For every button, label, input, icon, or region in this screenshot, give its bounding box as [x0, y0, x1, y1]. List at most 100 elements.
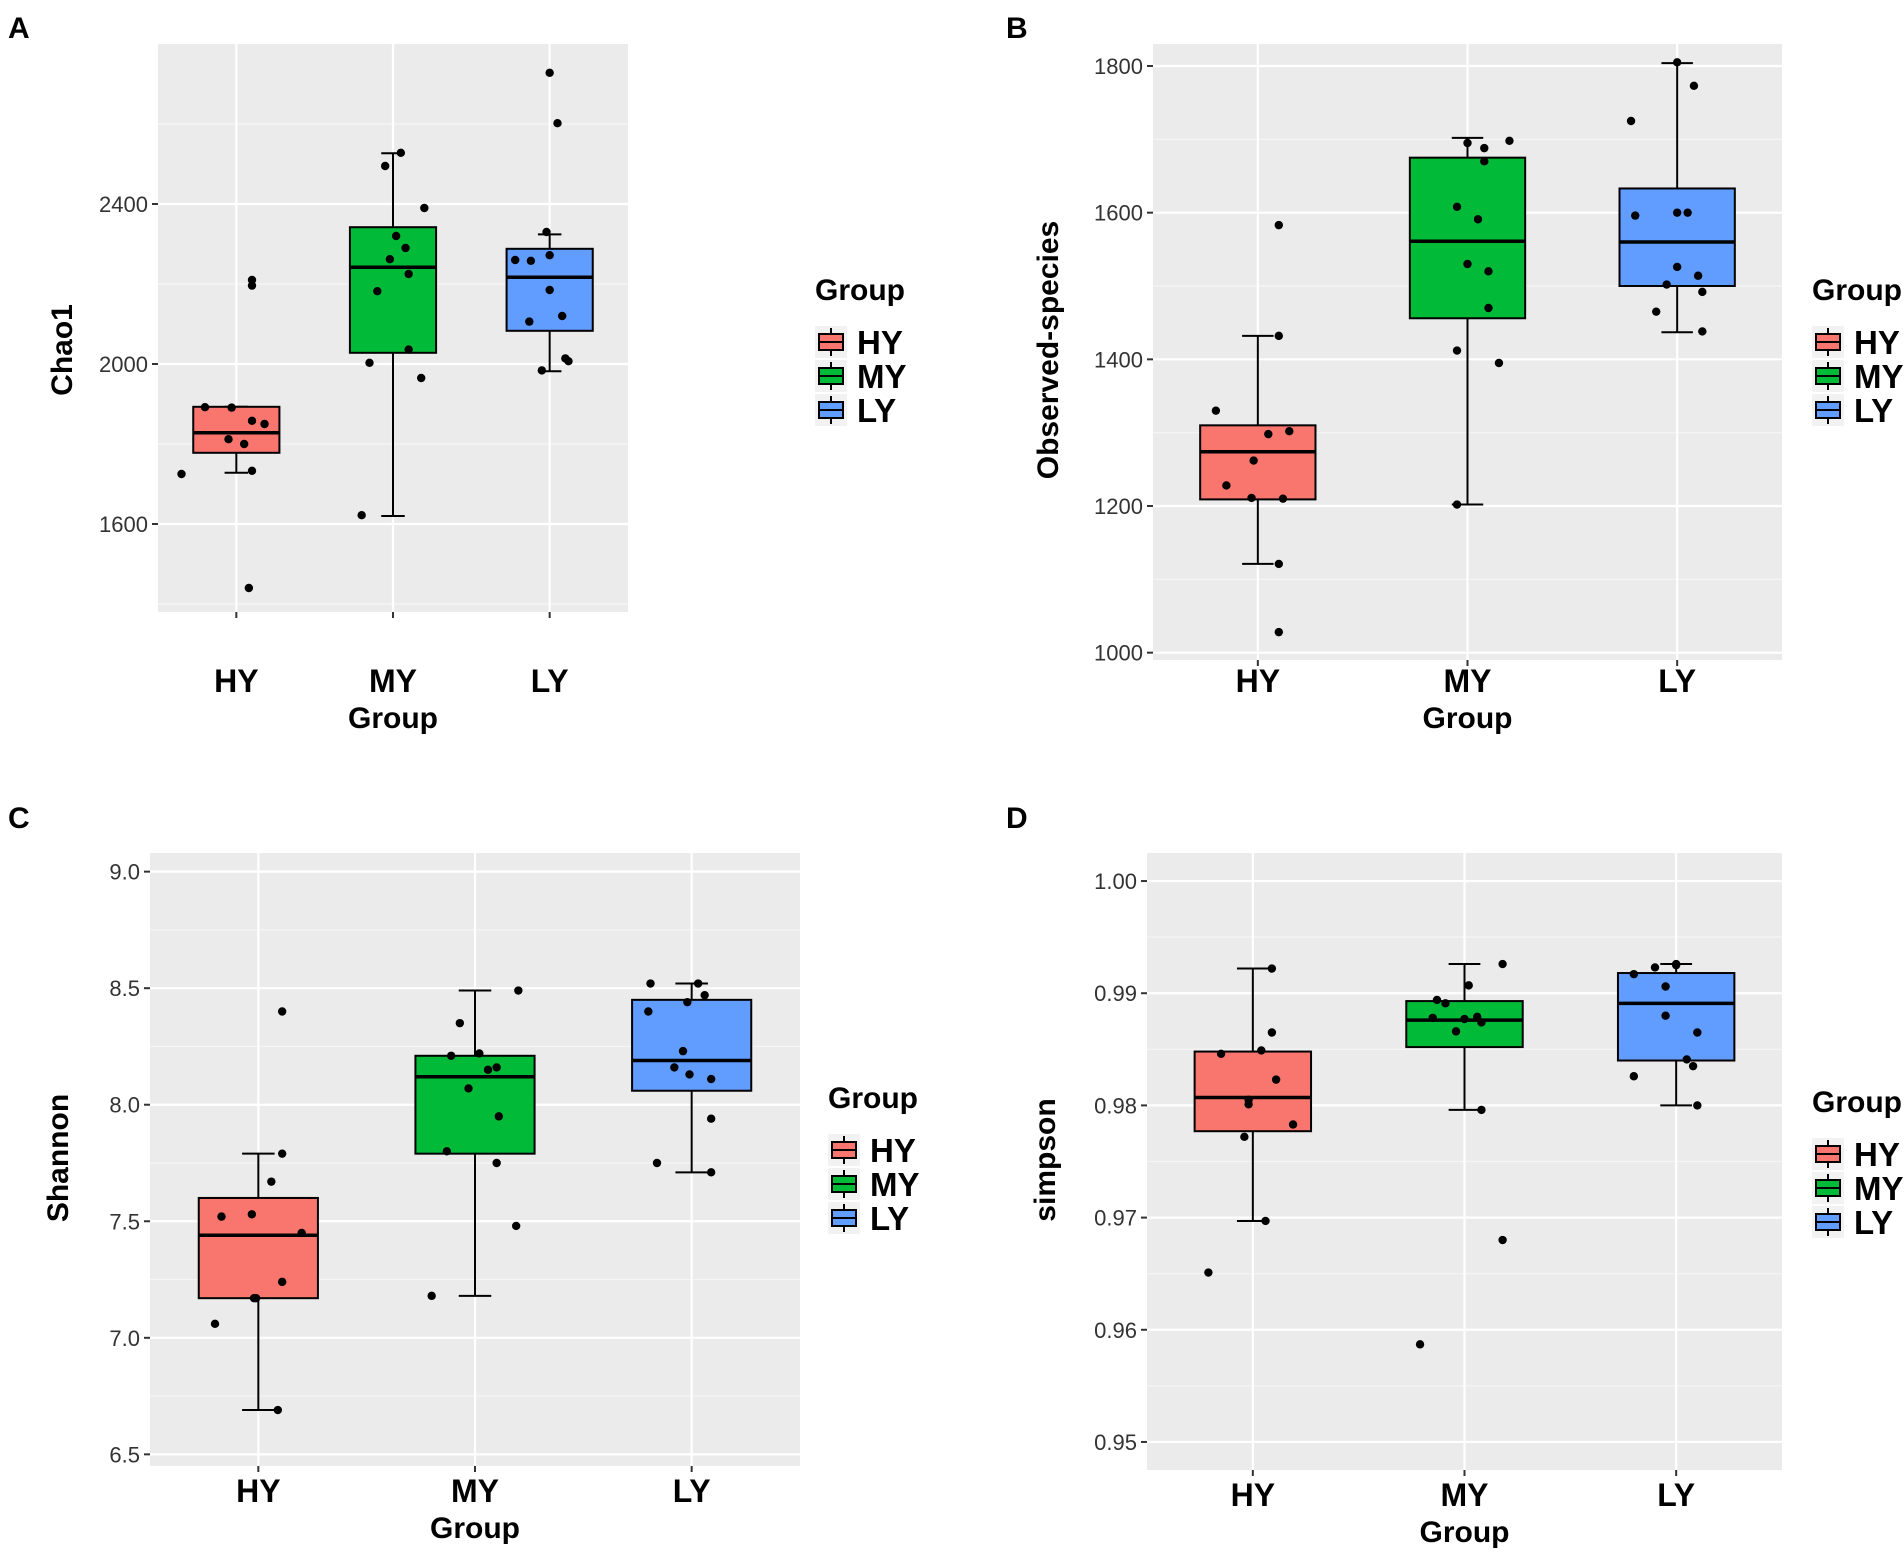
data-point [247, 1210, 257, 1219]
x-axis-title: Group [1420, 1516, 1510, 1549]
legend-title: Group [1812, 1086, 1902, 1119]
data-point [1257, 1046, 1266, 1055]
data-point [224, 435, 233, 444]
data-point [545, 285, 554, 295]
panel-letter: A [8, 12, 30, 45]
data-point [1672, 58, 1682, 67]
data-point [1484, 267, 1493, 276]
y-axis-title: Shannon [42, 1094, 75, 1222]
box-iqr [1193, 1050, 1313, 1133]
legend-item-my: MY [1812, 358, 1904, 395]
data-point [417, 373, 426, 383]
data-point [693, 979, 703, 988]
data-point [396, 148, 406, 157]
data-point [1682, 1055, 1691, 1064]
data-point [1683, 208, 1692, 217]
data-point [1240, 1132, 1249, 1142]
data-point [267, 1177, 276, 1186]
legend-label: HY [870, 1132, 916, 1169]
legend-label: MY [870, 1166, 920, 1203]
data-point [357, 511, 366, 520]
legend-label: LY [1854, 392, 1893, 429]
x-tick-label: MY [1444, 663, 1492, 699]
data-point [273, 1405, 283, 1415]
data-point [1261, 1216, 1270, 1226]
data-point [1222, 481, 1231, 490]
data-point [1452, 202, 1462, 211]
data-point [251, 1293, 261, 1303]
data-point [1652, 307, 1661, 316]
data-point [706, 1114, 716, 1123]
x-tick-label: MY [1441, 1477, 1489, 1513]
data-point [1484, 303, 1493, 313]
legend-item-hy: HY [1812, 1136, 1900, 1173]
data-point [244, 583, 254, 593]
data-point [1204, 1268, 1213, 1277]
data-point [277, 1277, 287, 1287]
data-point [511, 1221, 521, 1231]
data-point [1672, 262, 1682, 272]
data-point [455, 1018, 465, 1028]
box-ly [1616, 963, 1736, 1107]
x-axis-title: Group [1423, 702, 1513, 735]
data-point [553, 119, 562, 128]
legend-label: LY [1854, 1204, 1893, 1241]
y-tick-label: 1000 [1094, 641, 1143, 666]
y-tick-label: 6.5 [109, 1442, 140, 1467]
data-point [1288, 1120, 1298, 1129]
data-point [511, 255, 520, 265]
data-point [494, 1112, 504, 1121]
data-point [1629, 969, 1639, 979]
data-point [1662, 280, 1671, 289]
data-point [1671, 959, 1681, 969]
data-point [1460, 1014, 1469, 1024]
panel-letter: D [1006, 802, 1028, 835]
box-my [348, 152, 438, 517]
box-iqr [1408, 156, 1527, 320]
data-point [239, 439, 249, 449]
data-point [678, 1046, 688, 1056]
data-point [1672, 208, 1682, 217]
data-point [700, 990, 709, 1000]
data-point [1267, 964, 1277, 973]
data-point [652, 1158, 662, 1168]
box-iqr [1199, 424, 1317, 501]
legend-item-ly: LY [815, 392, 896, 429]
data-point [1216, 1049, 1226, 1059]
data-point [1451, 1027, 1461, 1036]
data-point [217, 1212, 226, 1221]
x-tick-label: LY [1657, 1477, 1695, 1513]
legend-item-my: MY [815, 358, 907, 395]
data-point [1480, 143, 1489, 153]
data-point [492, 1158, 501, 1168]
data-point [1249, 456, 1258, 465]
y-tick-label: 1200 [1094, 494, 1143, 519]
box-iqr [1616, 972, 1736, 1062]
data-point [1428, 1013, 1437, 1023]
x-axis-title: Group [348, 702, 438, 735]
y-tick-label: 0.98 [1094, 1093, 1137, 1118]
legend-item-hy: HY [815, 324, 903, 361]
data-point [277, 1007, 287, 1016]
data-point [380, 161, 390, 171]
data-point [365, 358, 374, 367]
box-iqr [197, 1196, 319, 1300]
data-point [525, 317, 534, 326]
data-point [373, 287, 382, 296]
data-point [1211, 406, 1221, 415]
data-point [1698, 287, 1707, 297]
legend-item-my: MY [828, 1166, 920, 1203]
data-point [442, 1147, 452, 1156]
data-point [1432, 995, 1442, 1005]
box-iqr [414, 1054, 536, 1155]
x-tick-label: HY [214, 663, 258, 699]
data-point [1473, 215, 1483, 224]
data-point [1505, 136, 1514, 145]
data-point [200, 403, 210, 412]
box-iqr [1405, 1000, 1524, 1049]
data-point [385, 255, 395, 264]
panel-letter: B [1006, 12, 1028, 45]
